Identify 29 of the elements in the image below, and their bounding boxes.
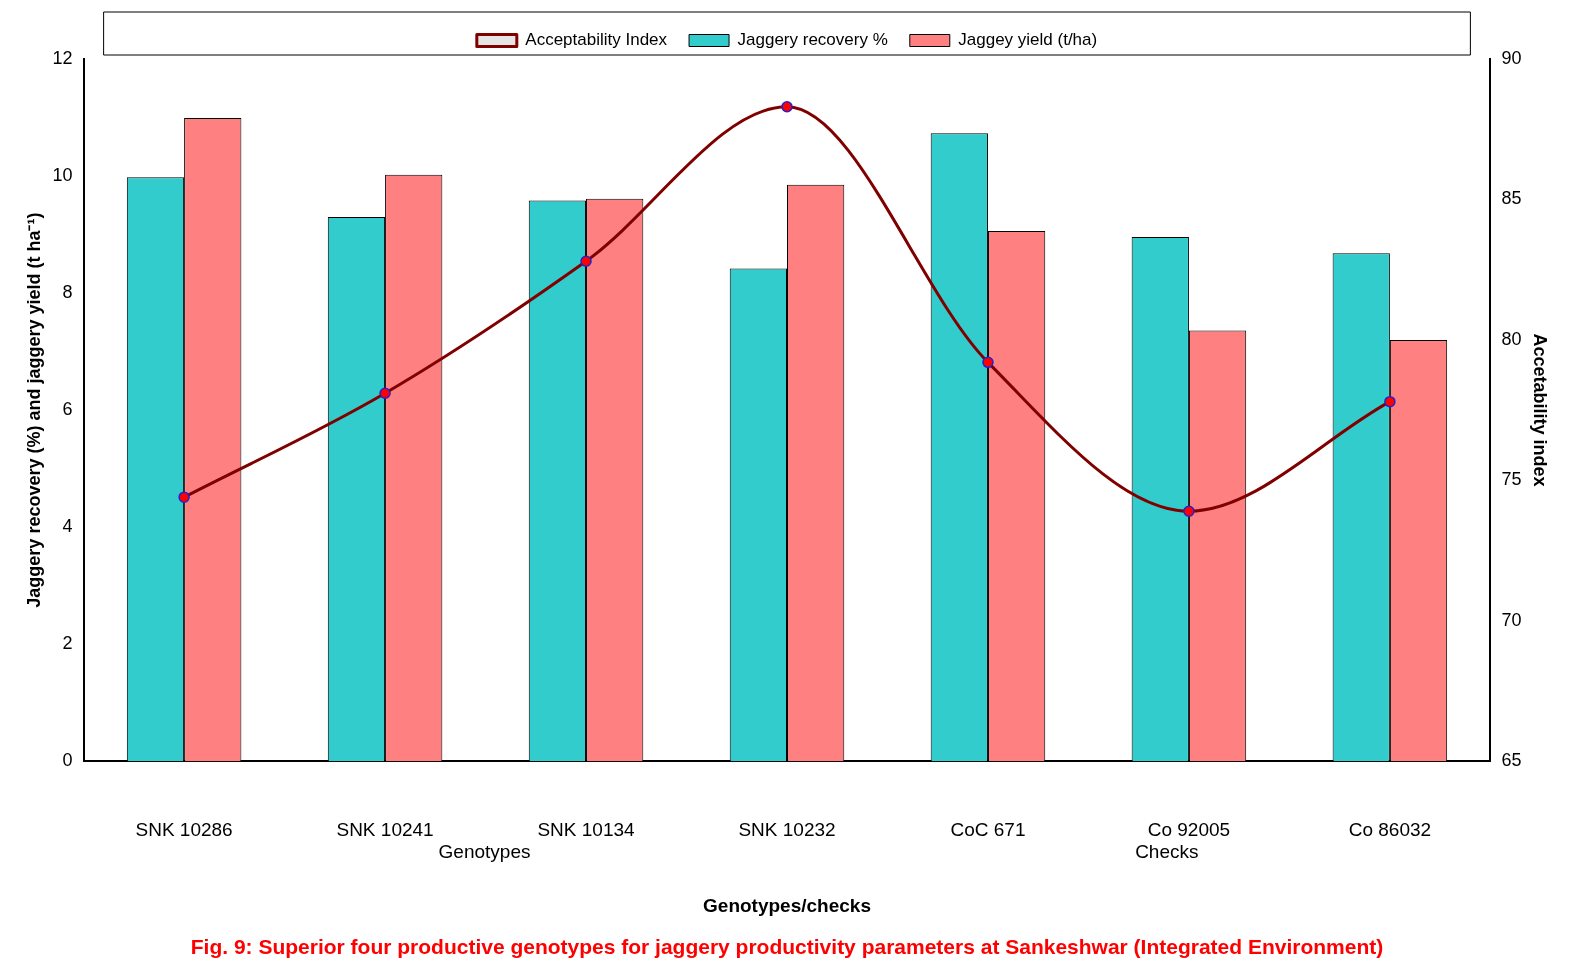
x-tick-label: Co 86032 <box>1348 818 1432 840</box>
y2-tick-label: 75 <box>1501 469 1522 490</box>
y-tick-label: 6 <box>62 399 73 420</box>
y2-tick-label: 85 <box>1501 188 1522 209</box>
x-tick-label: SNK 10286 <box>135 818 233 840</box>
y2-tick-label: 90 <box>1501 47 1522 68</box>
text: Checks <box>1135 841 1199 863</box>
x-tick-label: SNK 10134 <box>537 818 636 840</box>
x-tick-label: SNK 10241 <box>336 818 434 840</box>
legend-label: Jaggery recovery % <box>737 30 888 50</box>
y-tick-label: 2 <box>62 633 73 654</box>
y2-tick-label: 80 <box>1501 328 1522 349</box>
y-tick-label: 0 <box>62 750 73 771</box>
legend-label: Jaggey yield (t/ha) <box>958 30 1098 50</box>
text: Fig. 9: Superior four productive genotypes for jaggery productivity parameters at Sankeshwar (Integrated Environment) <box>190 935 1384 959</box>
y-tick-label: 12 <box>52 47 73 68</box>
y-axis-title: Jaggery recovery (%) and jaggery yield (t ha⁻¹) <box>23 212 44 608</box>
y-tick-label: 8 <box>62 282 73 303</box>
x-tick-label: SNK 10232 <box>738 818 836 840</box>
x-tick-label: CoC 671 <box>950 818 1026 840</box>
y-tick-label: 4 <box>62 516 73 537</box>
legend-label: Acceptability Index <box>525 30 668 50</box>
y-tick-label: 10 <box>52 165 73 185</box>
y2-axis-title: Accetability index <box>1530 333 1551 487</box>
y2-tick-label: 65 <box>1501 750 1522 771</box>
text: Genotypes <box>438 841 531 863</box>
x-axis-title: Genotypes/checks <box>703 894 871 916</box>
y2-tick-label: 70 <box>1501 609 1522 630</box>
x-tick-label: Co 92005 <box>1147 818 1231 840</box>
